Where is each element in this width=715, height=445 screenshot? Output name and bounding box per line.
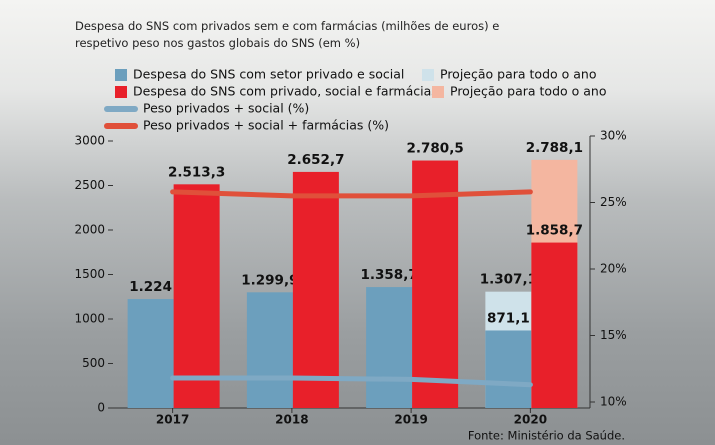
- value-label: 1.224: [129, 279, 172, 295]
- legend-label: Despesa do SNS com setor privado e socia…: [133, 67, 404, 82]
- legend-label: Projeção para todo o ano: [450, 84, 606, 99]
- bar: [485, 330, 532, 408]
- y-tick-label: 2000: [74, 223, 105, 237]
- y2-tick-label: 30%: [600, 129, 627, 143]
- bar: [246, 292, 293, 408]
- value-label: 2.788,1: [526, 140, 583, 156]
- y-tick-label: 1000: [74, 312, 105, 326]
- bar: [366, 287, 413, 408]
- legend-label: Peso privados + social (%): [143, 101, 309, 116]
- y-tick-label: 0: [97, 401, 105, 415]
- x-tick-label: 2018: [275, 413, 308, 427]
- legend-swatch: [422, 69, 434, 81]
- bar: [412, 160, 459, 408]
- chart-title: Despesa do SNS com privados sem e com fa…: [75, 19, 500, 50]
- value-label: 2.780,5: [407, 141, 464, 157]
- value-label: 2.652,7: [287, 152, 344, 168]
- y-tick-label: 2500: [74, 178, 105, 192]
- y-tick-label: 3000: [74, 134, 105, 148]
- legend-label: Peso privados + social + farmácias (%): [143, 118, 389, 133]
- x-tick-label: 2019: [394, 413, 427, 427]
- bar: [127, 299, 174, 408]
- legend-label: Despesa do SNS com privado, social e far…: [133, 84, 438, 99]
- value-label: 871,1: [487, 310, 530, 326]
- legend-swatch: [432, 86, 444, 98]
- y-tick-label: 500: [82, 356, 105, 370]
- y2-tick-label: 25%: [600, 195, 627, 209]
- value-label: 1.307,1: [480, 272, 537, 288]
- bar: [531, 242, 578, 408]
- line: [170, 189, 533, 199]
- value-label: 1.858,7: [526, 223, 583, 239]
- y-tick-label: 1500: [74, 267, 105, 281]
- bar: [292, 171, 339, 408]
- value-label: 1.299,9: [241, 272, 298, 288]
- y2-tick-label: 15%: [600, 328, 627, 342]
- line: [170, 375, 533, 388]
- legend-swatch: [115, 69, 127, 81]
- x-tick-label: 2020: [514, 413, 547, 427]
- value-label: 2.513,3: [168, 164, 225, 180]
- source: Fonte: Ministério da Saúde.: [468, 429, 625, 443]
- bar: [173, 184, 220, 408]
- x-tick-label: 2017: [156, 413, 189, 427]
- y2-tick-label: 20%: [600, 262, 627, 276]
- legend-label: Projeção para todo o ano: [440, 67, 596, 82]
- legend-swatch: [115, 86, 127, 98]
- value-label: 1.358,7: [361, 267, 418, 283]
- y2-tick-label: 10%: [600, 395, 627, 409]
